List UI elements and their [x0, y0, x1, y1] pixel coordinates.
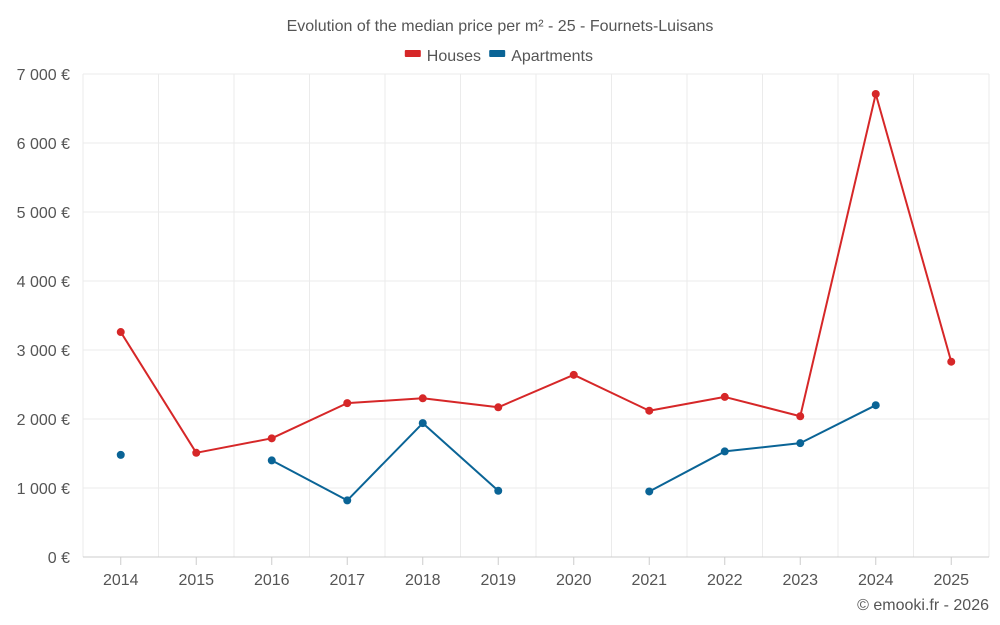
- data-point-apartments: [267, 456, 276, 465]
- y-tick-label: 7 000 €: [17, 67, 70, 84]
- legend-item-apartments: Apartments: [489, 48, 593, 65]
- data-point-houses: [569, 370, 578, 379]
- data-point-houses: [418, 394, 427, 403]
- data-point-houses: [720, 392, 729, 401]
- data-point-houses: [192, 448, 201, 457]
- x-tick-label: 2016: [254, 572, 290, 589]
- x-tick-label: 2018: [405, 572, 441, 589]
- x-tick-label: 2021: [631, 572, 667, 589]
- x-tick-label: 2024: [858, 572, 894, 589]
- data-point-houses: [796, 412, 805, 421]
- data-point-apartments: [796, 439, 805, 448]
- data-point-apartments: [418, 419, 427, 428]
- y-tick-label: 0 €: [48, 550, 70, 567]
- x-tick-label: 2022: [707, 572, 743, 589]
- series-houses: [116, 90, 956, 457]
- y-tick-label: 6 000 €: [17, 136, 70, 153]
- y-tick-label: 3 000 €: [17, 343, 70, 360]
- x-tick-label: 2014: [103, 572, 139, 589]
- x-tick-label: 2019: [480, 572, 516, 589]
- y-tick-label: 1 000 €: [17, 481, 70, 498]
- legend-swatch-apartments: [489, 50, 506, 57]
- y-tick-label: 5 000 €: [17, 205, 70, 222]
- data-point-houses: [267, 434, 276, 443]
- axes: 0 € 1 000 € 2 000 € 3 000 € 4 000 € 5 000 € 6 …: [17, 67, 989, 589]
- series-line-apartments: [271, 404, 877, 502]
- x-tick-label: 2025: [933, 572, 969, 589]
- legend-item-houses: Houses: [404, 48, 481, 65]
- series-line-houses: [119, 93, 953, 454]
- data-point-apartments: [116, 450, 125, 459]
- legend: Houses Apartments: [404, 48, 593, 65]
- x-tick-label: 2015: [178, 572, 214, 589]
- data-point-houses: [871, 90, 880, 99]
- x-tick-label: 2017: [329, 572, 365, 589]
- data-point-apartments: [645, 487, 654, 496]
- data-point-houses: [494, 403, 503, 412]
- chart-title: Evolution of the median price per m² - 2…: [287, 18, 714, 35]
- data-point-houses: [645, 406, 654, 415]
- grid: [82, 73, 990, 557]
- series-apartments: [116, 401, 880, 505]
- y-tick-label: 4 000 €: [17, 274, 70, 291]
- data-point-apartments: [494, 486, 503, 495]
- x-tick-label: 2020: [556, 572, 592, 589]
- data-point-apartments: [871, 401, 880, 410]
- series-layer: [116, 90, 956, 505]
- credit-text: © emooki.fr - 2026: [857, 597, 989, 614]
- data-point-houses: [116, 328, 125, 337]
- data-point-apartments: [343, 496, 352, 505]
- data-point-houses: [343, 399, 352, 408]
- legend-label-houses: Houses: [427, 48, 481, 65]
- y-tick-label: 2 000 €: [17, 412, 70, 429]
- legend-swatch-houses: [404, 50, 421, 57]
- data-point-houses: [947, 357, 956, 366]
- legend-label-apartments: Apartments: [511, 48, 593, 65]
- x-tick-label: 2023: [782, 572, 818, 589]
- data-point-apartments: [720, 447, 729, 456]
